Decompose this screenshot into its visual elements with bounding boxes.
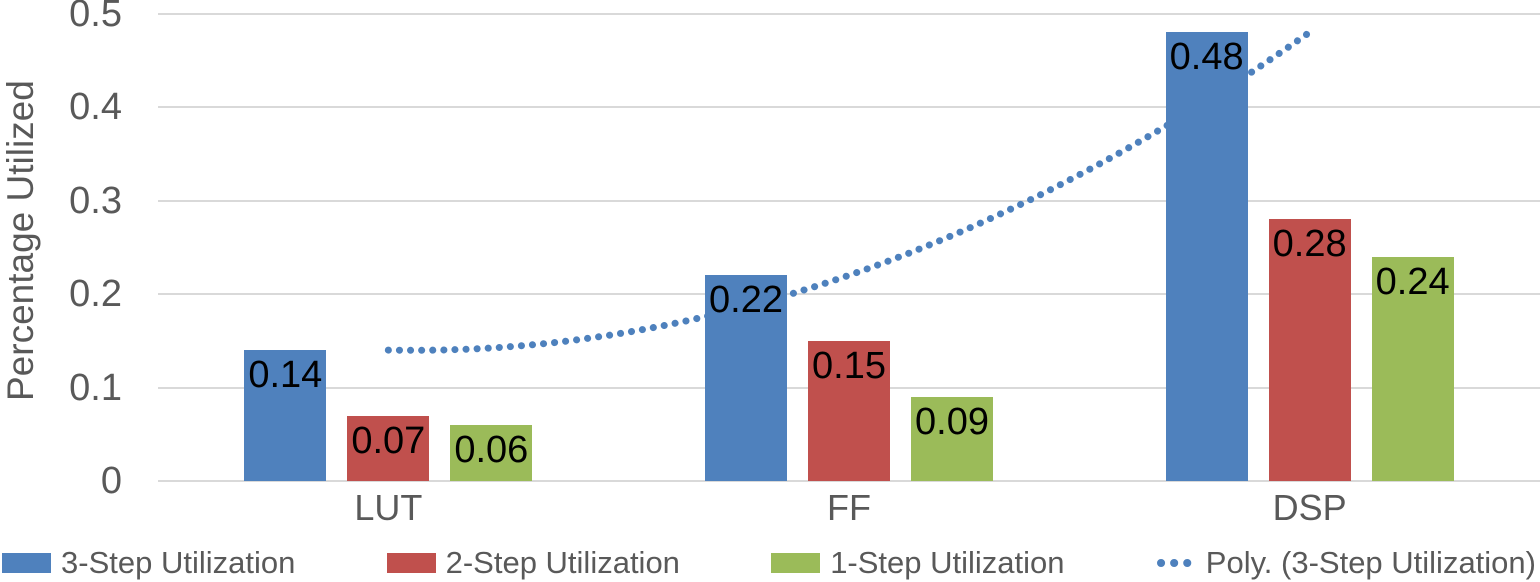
legend-swatch-icon <box>771 553 821 573</box>
legend-item-3-step-utilization: 3-Step Utilization <box>2 545 295 581</box>
gridline <box>158 12 1540 15</box>
bar-2-step-utilization <box>1268 219 1351 481</box>
legend-label: 1-Step Utilization <box>830 545 1065 580</box>
bar-value-label: 0.15 <box>812 344 886 387</box>
bar-3-step-utilization <box>705 275 787 481</box>
bar-value-label: 0.22 <box>709 279 783 322</box>
bar-value-label: 0.06 <box>454 428 529 471</box>
legend-label: Poly. (3-Step Utilization) <box>1205 545 1536 580</box>
gridline <box>158 199 1540 202</box>
legend-swatch-icon <box>386 553 436 573</box>
gridline <box>158 480 1540 482</box>
bar-2-step-utilization <box>808 340 890 481</box>
bar-3-step-utilization <box>1165 32 1248 481</box>
y-axis-tick-label: 0.3 <box>69 179 122 222</box>
bar-1-step-utilization <box>911 396 993 481</box>
gridline <box>158 293 1540 295</box>
legend-swatch-icon <box>2 553 51 573</box>
y-axis-tick-label: 0 <box>100 460 122 502</box>
bar-value-label: 0.14 <box>248 354 323 397</box>
dotted-line-icon <box>1156 559 1195 567</box>
bar-3-step-utilization <box>244 350 327 481</box>
legend-label: 2-Step Utilization <box>445 545 680 580</box>
category-label-dsp: DSP <box>1272 487 1347 528</box>
bar-value-label: 0.48 <box>1169 36 1244 79</box>
bar-value-label: 0.07 <box>351 419 426 462</box>
gridline <box>158 106 1540 108</box>
legend-item-poly-trendline: Poly. (3-Step Utilization) <box>1156 545 1536 581</box>
bar-value-label: 0.09 <box>915 400 989 443</box>
bar-value-label: 0.28 <box>1272 223 1347 266</box>
bar-2-step-utilization <box>347 415 430 481</box>
y-axis-tick-label: 0.1 <box>69 366 122 409</box>
bar-1-step-utilization <box>1371 256 1454 481</box>
bar-value-label: 0.24 <box>1375 260 1450 303</box>
bar-1-step-utilization <box>450 424 533 481</box>
y-axis-tick-label: 0.4 <box>69 86 122 128</box>
y-axis-tick-label: 0.2 <box>69 273 122 315</box>
category-label-lut: LUT <box>354 487 423 528</box>
legend-item-2-step-utilization: 2-Step Utilization <box>386 545 680 581</box>
poly-trendline <box>384 28 1314 354</box>
y-axis-tick-label: 0.5 <box>69 0 122 35</box>
legend-label: 3-Step Utilization <box>61 545 296 580</box>
category-label-ff: FF <box>827 487 871 528</box>
legend-item-1-step-utilization: 1-Step Utilization <box>771 545 1065 581</box>
legend: 3-Step Utilization 2-Step Utilization 1-St… <box>2 545 1536 581</box>
